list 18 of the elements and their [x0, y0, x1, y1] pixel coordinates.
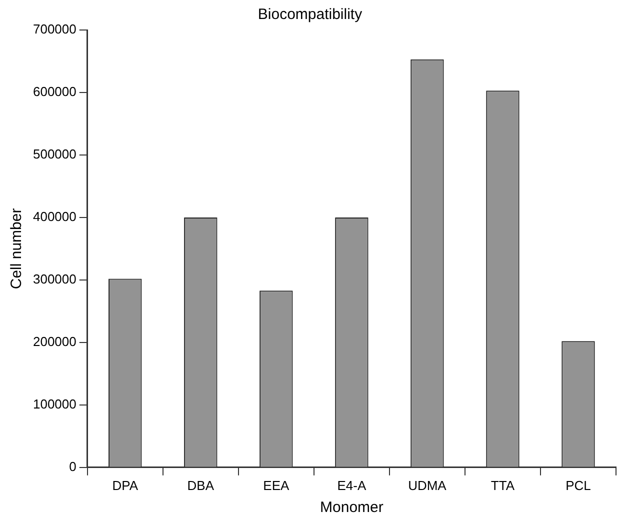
y-tick-label: 300000 — [32, 272, 76, 287]
y-tick-label: 200000 — [32, 334, 76, 350]
x-tick-label: E4-A — [337, 478, 366, 493]
y-axis-title: Cell number — [8, 208, 26, 290]
y-tick-label: 700000 — [32, 22, 76, 37]
y-tick-label: 600000 — [32, 84, 76, 100]
y-tick-label: 100000 — [32, 396, 76, 412]
x-tick-label: DBA — [187, 478, 214, 493]
x-tick-label: EEA — [263, 478, 290, 493]
y-tick-label: 400000 — [32, 209, 76, 224]
x-axis-title: Monomer — [320, 499, 384, 516]
y-tick-label: 500000 — [32, 146, 76, 162]
x-tick-label: PCL — [566, 478, 591, 493]
y-tick-label: 0 — [69, 458, 76, 474]
x-tick-label: TTA — [490, 478, 515, 493]
x-tick-label: UDMA — [408, 478, 447, 493]
chart-title: Biocompatibility — [258, 6, 363, 24]
x-tick-label: DPA — [112, 478, 138, 493]
